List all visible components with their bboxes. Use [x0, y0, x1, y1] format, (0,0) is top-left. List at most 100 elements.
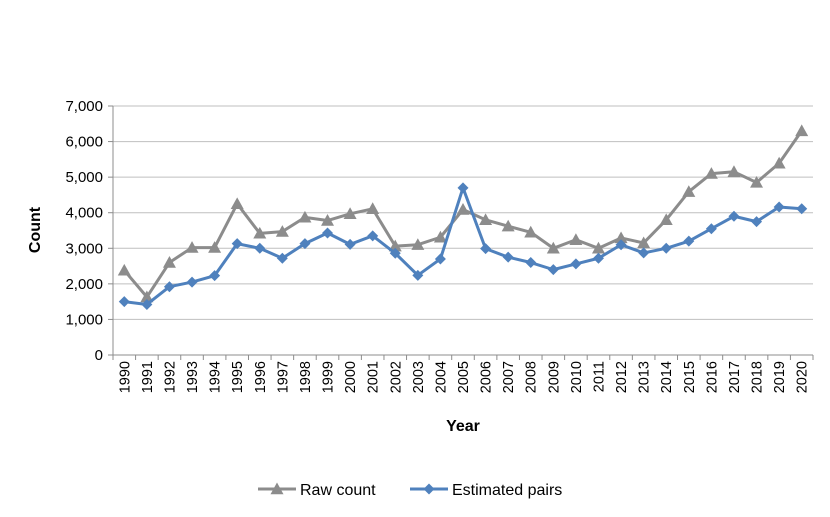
data-point-estimated-pairs	[773, 201, 785, 213]
data-point-estimated-pairs	[434, 253, 446, 265]
data-point-raw-count	[727, 165, 741, 178]
x-tick-label: 2008	[524, 361, 540, 393]
x-tick-label: 2007	[501, 361, 517, 393]
x-tick-label: 2020	[795, 361, 811, 393]
x-tick-label: 2010	[569, 361, 585, 393]
data-point-raw-count	[433, 230, 447, 243]
series-group	[117, 124, 809, 310]
data-point-raw-count	[569, 233, 583, 245]
series-estimated-pairs	[118, 182, 808, 310]
x-tick-label: 2009	[546, 361, 562, 393]
data-point-estimated-pairs	[660, 242, 672, 254]
x-tick-label: 2013	[637, 361, 653, 393]
data-point-raw-count	[162, 256, 176, 268]
x-axis-title: Year	[446, 418, 480, 435]
x-tick-label: 2000	[343, 361, 359, 393]
data-point-estimated-pairs	[254, 242, 266, 254]
data-point-raw-count	[704, 167, 718, 179]
data-point-estimated-pairs	[209, 270, 221, 282]
x-tick-label: 1994	[208, 361, 224, 393]
data-point-raw-count	[253, 226, 267, 239]
data-point-raw-count	[591, 241, 605, 254]
data-point-estimated-pairs	[344, 238, 356, 250]
y-tick-label: 5,000	[65, 169, 103, 186]
x-tick-label: 2003	[411, 361, 427, 393]
data-point-estimated-pairs	[389, 247, 401, 259]
data-point-raw-count	[772, 156, 786, 169]
legend: Raw count Estimated pairs	[258, 482, 562, 499]
x-tick-label: 1996	[253, 361, 269, 393]
data-point-raw-count	[366, 202, 380, 215]
data-point-raw-count	[411, 238, 425, 250]
legend-label-estimated-pairs: Estimated pairs	[452, 482, 562, 499]
data-point-estimated-pairs	[322, 227, 334, 239]
x-tick-label: 2015	[682, 361, 698, 393]
data-point-estimated-pairs	[480, 243, 492, 255]
x-tick-label: 2001	[366, 361, 382, 393]
data-point-estimated-pairs	[502, 251, 514, 263]
data-point-estimated-pairs	[186, 276, 198, 288]
data-point-raw-count	[185, 241, 199, 253]
y-axis-title: Count	[27, 206, 44, 253]
x-tick-label: 2005	[456, 361, 472, 393]
data-point-raw-count	[750, 175, 764, 188]
x-tick-label: 2019	[772, 361, 788, 393]
gridlines	[113, 105, 813, 320]
y-tick-label: 7,000	[65, 98, 103, 115]
legend-item-raw-count: Raw count	[258, 482, 376, 499]
legend-marker-estimated-pairs	[423, 483, 435, 495]
axes	[108, 105, 814, 360]
x-tick-label: 2018	[750, 361, 766, 393]
data-point-raw-count	[321, 214, 335, 226]
data-point-estimated-pairs	[547, 264, 559, 276]
data-point-estimated-pairs	[615, 239, 627, 251]
data-point-raw-count	[298, 210, 312, 223]
data-point-estimated-pairs	[570, 258, 582, 270]
x-tick-label: 2016	[704, 361, 720, 393]
legend-marker-raw-count	[270, 482, 284, 495]
legend-label-raw-count: Raw count	[300, 482, 376, 499]
x-tick-label: 2011	[591, 361, 607, 392]
x-tick-label: 1998	[298, 361, 314, 393]
y-tick-label: 0	[95, 347, 103, 364]
x-tick-label: 2017	[727, 361, 743, 393]
y-tick-label: 1,000	[65, 311, 103, 328]
x-tick-label: 2014	[659, 361, 675, 393]
data-point-raw-count	[208, 241, 222, 253]
data-point-raw-count	[388, 239, 402, 252]
x-tick-label: 1997	[275, 361, 291, 393]
x-tick-label: 2002	[388, 361, 404, 393]
x-tick-label: 1993	[185, 361, 201, 393]
legend-item-estimated-pairs: Estimated pairs	[410, 482, 562, 499]
data-point-raw-count	[524, 225, 538, 238]
x-tick-label: 2004	[433, 361, 449, 393]
data-point-estimated-pairs	[683, 235, 695, 247]
x-axis-ticks: 1990 1991 1992 1993 1994 1995 1996 1997 1998 1999…	[117, 361, 810, 393]
data-point-raw-count	[637, 236, 651, 249]
data-point-estimated-pairs	[367, 230, 379, 242]
y-tick-label: 2,000	[65, 276, 103, 293]
data-point-raw-count	[140, 290, 154, 303]
data-point-estimated-pairs	[728, 210, 740, 222]
data-point-estimated-pairs	[412, 269, 424, 281]
data-point-raw-count	[682, 185, 696, 197]
data-point-estimated-pairs	[163, 281, 175, 293]
data-point-estimated-pairs	[457, 182, 469, 194]
data-point-raw-count	[546, 241, 560, 254]
data-point-estimated-pairs	[751, 216, 763, 228]
x-tick-label: 1995	[230, 361, 246, 393]
data-point-raw-count	[275, 225, 289, 237]
data-point-estimated-pairs	[705, 223, 717, 235]
data-point-raw-count	[117, 263, 131, 276]
y-tick-label: 6,000	[65, 134, 103, 151]
data-point-raw-count	[614, 231, 628, 244]
x-tick-label: 1992	[162, 361, 178, 393]
x-tick-label: 2006	[479, 361, 495, 393]
data-point-estimated-pairs	[592, 252, 604, 264]
data-point-estimated-pairs	[118, 296, 130, 308]
data-point-raw-count	[343, 207, 357, 219]
x-tick-label: 1999	[321, 361, 337, 393]
data-point-raw-count	[456, 203, 470, 215]
data-point-raw-count	[659, 213, 673, 226]
